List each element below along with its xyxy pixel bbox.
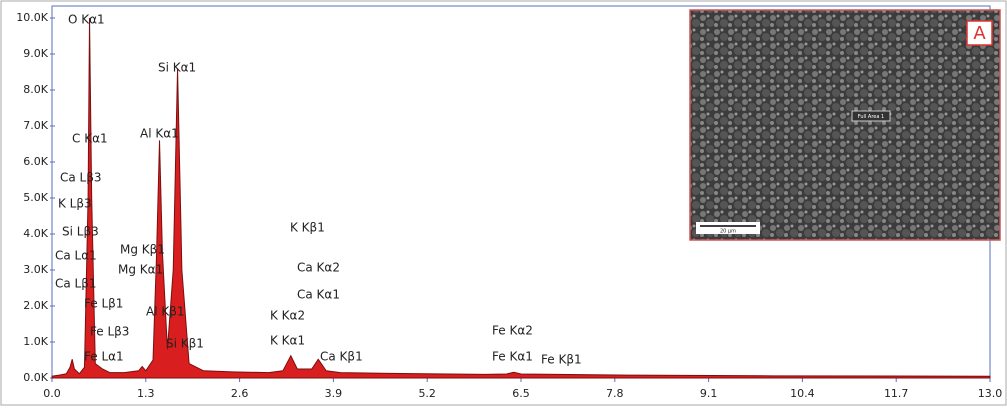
- peak-label: K Kα1: [270, 334, 305, 348]
- peak-label: Mg Kα1: [118, 263, 163, 277]
- peak-label: Ca Kα1: [297, 288, 340, 302]
- peak-label: C Kα1: [72, 132, 108, 146]
- x-tick-label: 5.2: [418, 387, 436, 400]
- area-label: Full Area 1: [858, 114, 884, 120]
- peak-label: K Kα2: [270, 309, 305, 323]
- x-tick-label: 3.9: [325, 387, 343, 400]
- y-tick-label: 2.0K: [23, 299, 48, 312]
- peak-label: Fe Kα2: [492, 324, 533, 338]
- x-tick-label: 7.8: [606, 387, 624, 400]
- sem-image: [689, 9, 1001, 241]
- area-box: [851, 110, 891, 122]
- scale-box: [696, 222, 760, 234]
- peak-label: Al Kβ1: [146, 305, 185, 319]
- peak-label: K Kβ1: [290, 221, 325, 235]
- peak-label: Fe Lβ1: [84, 297, 123, 311]
- peak-label: Fe Lβ3: [90, 325, 129, 339]
- x-tick-label: 10.4: [790, 387, 815, 400]
- x-tick-label: 2.6: [231, 387, 249, 400]
- peak-label: Fe Kα1: [492, 350, 533, 364]
- inset-label: A: [973, 23, 986, 44]
- peak-label: Fe Kβ1: [541, 353, 582, 367]
- peak-label: Al Kα1: [140, 127, 179, 141]
- y-tick-label: 9.0K: [23, 47, 48, 60]
- peak-label: K Lβ3: [58, 197, 92, 211]
- peak-label: Ca Kβ1: [320, 350, 363, 364]
- y-tick-label: 5.0K: [23, 191, 48, 204]
- y-tick-label: 7.0K: [23, 119, 48, 132]
- y-tick-label: 0.0K: [23, 371, 48, 384]
- peak-label: Si Lβ3: [62, 225, 99, 239]
- inset-label-box: [966, 20, 993, 46]
- peak-label: Ca Lα1: [55, 249, 97, 263]
- y-tick-label: 3.0K: [23, 263, 48, 276]
- y-tick-label: 1.0K: [23, 335, 48, 348]
- x-tick-label: 11.7: [884, 387, 909, 400]
- x-tick-label: 0.0: [43, 387, 61, 400]
- x-tick-label: 1.3: [137, 387, 155, 400]
- peak-label: Ca Lβ3: [60, 171, 102, 185]
- peak-label: Fe Lα1: [84, 350, 124, 364]
- sem-inset: Full Area 1 20 μm A: [689, 9, 1001, 241]
- scale-label: 20 μm: [720, 229, 736, 235]
- y-tick-label: 8.0K: [23, 83, 48, 96]
- peak-label: O Kα1: [68, 13, 105, 27]
- peak-label: Mg Kβ1: [120, 243, 165, 257]
- x-tick-label: 13.0: [978, 387, 1003, 400]
- y-tick-label: 4.0K: [23, 227, 48, 240]
- peak-label: Si Kα1: [158, 61, 196, 75]
- peak-label: Ca Kα2: [297, 261, 340, 275]
- spectrum: [51, 17, 991, 379]
- y-tick-label: 10.0K: [16, 11, 48, 24]
- x-tick-label: 6.5: [512, 387, 530, 400]
- peak-label: Si Kβ1: [166, 337, 204, 351]
- peak-label: Ca Lβ1: [55, 277, 97, 291]
- x-tick-label: 9.1: [700, 387, 718, 400]
- y-tick-label: 6.0K: [23, 155, 48, 168]
